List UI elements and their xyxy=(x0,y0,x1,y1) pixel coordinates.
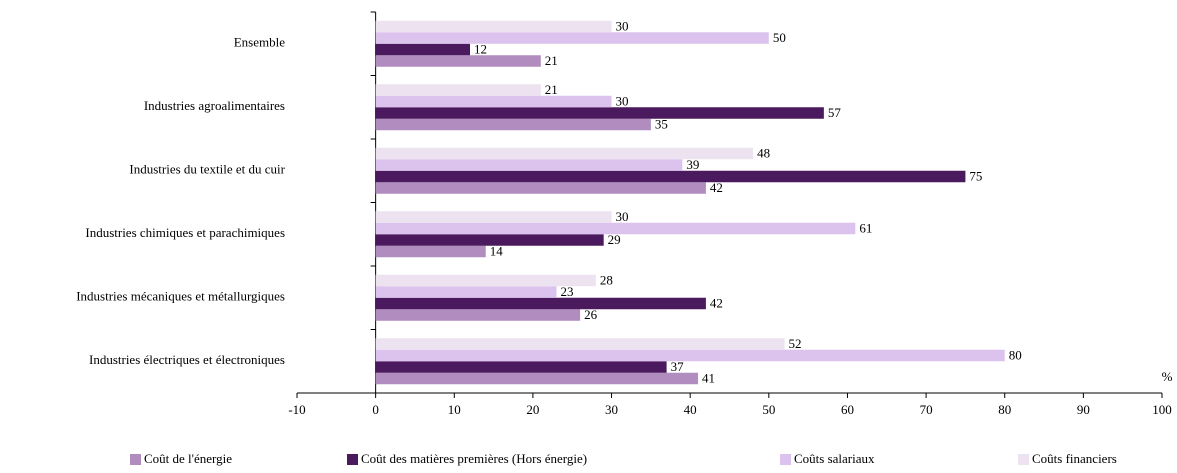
legend-swatch xyxy=(130,454,141,465)
x-tick-label: 0 xyxy=(372,402,379,417)
y-tick-label: Industries mécaniques et métallurgiques xyxy=(76,289,285,304)
value-label: 21 xyxy=(545,82,558,97)
value-label: 52 xyxy=(789,336,802,351)
value-label: 14 xyxy=(490,243,504,258)
y-tick-label: Industries chimiques et parachimiques xyxy=(85,225,285,240)
bar xyxy=(375,170,966,183)
bar xyxy=(375,32,769,44)
legend-label: Coût de l'énergie xyxy=(144,451,232,466)
unit-label: % xyxy=(1162,369,1173,384)
x-tick-label: 80 xyxy=(998,402,1011,417)
x-tick-label: 40 xyxy=(684,402,697,417)
value-label: 30 xyxy=(616,18,629,33)
legend-label: Coûts financiers xyxy=(1032,451,1117,466)
value-label: 26 xyxy=(584,307,598,322)
x-tick-label: 30 xyxy=(605,402,618,417)
bar xyxy=(375,95,612,108)
bar xyxy=(375,159,683,171)
legend-label: Coût des matières premières (Hors énergi… xyxy=(361,451,587,466)
value-label: 30 xyxy=(616,93,629,108)
bar xyxy=(375,118,651,131)
value-label: 21 xyxy=(545,53,558,68)
bar xyxy=(375,222,856,235)
bar xyxy=(375,107,824,119)
x-tick-label: 90 xyxy=(1077,402,1090,417)
bar xyxy=(375,245,486,258)
y-tick-label: Industries du textile et du cuir xyxy=(129,162,285,177)
bar xyxy=(375,182,706,194)
y-tick-label: Ensemble xyxy=(234,35,285,50)
x-tick-label: 70 xyxy=(920,402,933,417)
x-tick-label: 10 xyxy=(448,402,461,417)
legend-swatch xyxy=(1018,454,1029,465)
bar xyxy=(375,274,596,287)
value-label: 12 xyxy=(474,41,487,56)
value-label: 29 xyxy=(608,232,621,247)
bar xyxy=(375,372,699,385)
bar xyxy=(375,84,541,96)
value-label: 39 xyxy=(686,157,699,172)
value-label: 42 xyxy=(710,295,723,310)
bar xyxy=(375,55,541,67)
value-label: 75 xyxy=(969,168,982,183)
bar xyxy=(375,43,470,56)
bar xyxy=(375,297,706,310)
legend-label: Coûts salariaux xyxy=(794,451,875,466)
value-label: 61 xyxy=(859,220,872,235)
value-label: 41 xyxy=(702,370,715,385)
bar xyxy=(375,234,604,246)
bar xyxy=(375,20,612,33)
value-label: 37 xyxy=(671,359,685,374)
value-label: 48 xyxy=(757,145,770,160)
value-label: 57 xyxy=(828,105,842,120)
bar xyxy=(375,338,785,350)
bar xyxy=(375,211,612,223)
bar xyxy=(375,349,1005,362)
value-label: 30 xyxy=(616,209,629,224)
x-tick-label: -10 xyxy=(288,402,305,417)
y-tick-label: Industries électriques et électroniques xyxy=(89,352,285,367)
x-tick-label: 60 xyxy=(841,402,854,417)
value-label: 28 xyxy=(600,272,613,287)
y-tick-label: Industries agroalimentaires xyxy=(144,98,285,113)
bar xyxy=(375,286,557,298)
legend-swatch xyxy=(347,454,358,465)
bar xyxy=(375,309,581,321)
bar xyxy=(375,147,754,160)
value-label: 50 xyxy=(773,30,786,45)
x-tick-label: 100 xyxy=(1152,402,1172,417)
legend-swatch xyxy=(780,454,791,465)
value-label: 23 xyxy=(561,284,574,299)
x-tick-label: 50 xyxy=(762,402,775,417)
value-label: 35 xyxy=(655,116,668,131)
value-label: 80 xyxy=(1009,347,1022,362)
bar xyxy=(375,361,667,373)
x-tick-label: 20 xyxy=(526,402,539,417)
value-label: 42 xyxy=(710,180,723,195)
